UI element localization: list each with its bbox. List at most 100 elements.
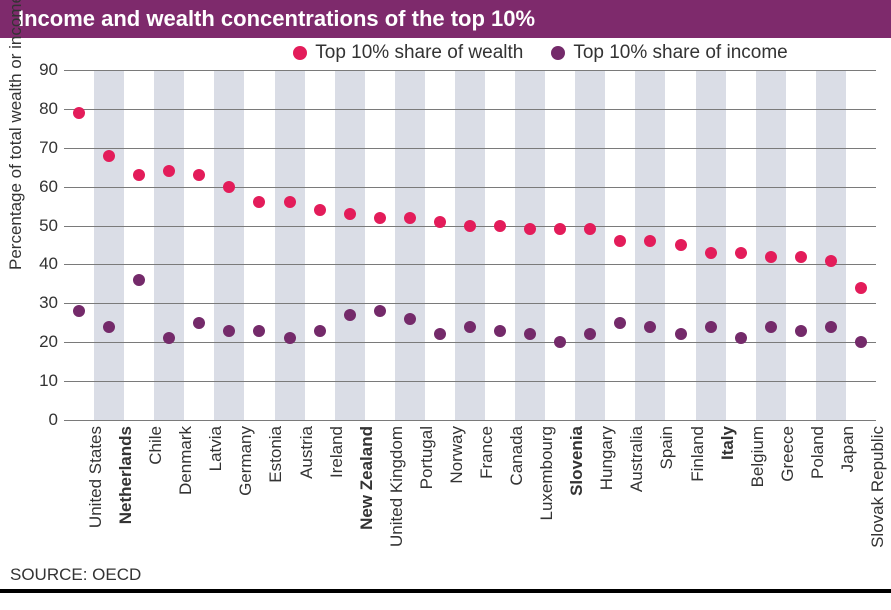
gridline xyxy=(64,342,876,343)
wealth-dot xyxy=(855,282,867,294)
y-tick-label: 70 xyxy=(28,138,58,158)
plot-stripe xyxy=(816,70,846,420)
x-axis-country-label: New Zealand xyxy=(357,426,377,530)
y-tick-label: 80 xyxy=(28,99,58,119)
wealth-dot xyxy=(795,251,807,263)
gridline xyxy=(64,187,876,188)
legend-dot-income xyxy=(551,46,565,60)
income-dot xyxy=(705,321,717,333)
chart-title-bar: Income and wealth concentrations of the … xyxy=(0,0,891,38)
wealth-dot xyxy=(284,196,296,208)
income-dot xyxy=(193,317,205,329)
wealth-dot xyxy=(374,212,386,224)
x-axis-country-label: Norway xyxy=(447,426,467,484)
plot-stripe xyxy=(214,70,244,420)
y-tick-label: 90 xyxy=(28,60,58,80)
plot-background xyxy=(64,70,876,420)
legend: Top 10% share of wealth Top 10% share of… xyxy=(200,42,881,64)
plot-stripe xyxy=(726,70,756,420)
wealth-dot xyxy=(103,150,115,162)
gridline xyxy=(64,264,876,265)
plot-stripe xyxy=(756,70,786,420)
income-dot xyxy=(434,328,446,340)
wealth-dot xyxy=(765,251,777,263)
wealth-dot xyxy=(584,223,596,235)
plot-stripe xyxy=(365,70,395,420)
income-dot xyxy=(675,328,687,340)
wealth-dot xyxy=(735,247,747,259)
x-axis-country-label: Slovak Republic xyxy=(868,426,888,548)
plot-stripe xyxy=(154,70,184,420)
y-tick-label: 10 xyxy=(28,371,58,391)
y-axis-label: Percentage of total wealth or income xyxy=(6,0,26,270)
chart-container: Top 10% share of wealth Top 10% share of… xyxy=(0,40,891,593)
wealth-dot xyxy=(464,220,476,232)
source-text: SOURCE: OECD xyxy=(10,565,141,585)
plot-stripe xyxy=(275,70,305,420)
x-axis-country-label: Luxembourg xyxy=(537,426,557,521)
income-dot xyxy=(314,325,326,337)
income-dot xyxy=(133,274,145,286)
legend-label-wealth: Top 10% share of wealth xyxy=(315,42,523,64)
income-dot xyxy=(524,328,536,340)
x-axis-country-label: Latvia xyxy=(206,426,226,471)
wealth-dot xyxy=(434,216,446,228)
gridline xyxy=(64,148,876,149)
chart-title: Income and wealth concentrations of the … xyxy=(18,6,535,31)
wealth-dot xyxy=(253,196,265,208)
wealth-dot xyxy=(223,181,235,193)
x-axis-country-label: Belgium xyxy=(748,426,768,487)
wealth-dot xyxy=(554,223,566,235)
income-dot xyxy=(163,332,175,344)
x-axis-country-label: France xyxy=(477,426,497,479)
x-axis-country-label: Ireland xyxy=(327,426,347,478)
plot-stripe xyxy=(515,70,545,420)
plot-stripe xyxy=(94,70,124,420)
y-tick-label: 50 xyxy=(28,216,58,236)
x-axis-labels: United StatesNetherlandsChileDenmarkLatv… xyxy=(64,420,876,610)
plot-area: 0102030405060708090 xyxy=(64,70,876,420)
plot-stripe xyxy=(184,70,214,420)
wealth-dot xyxy=(614,235,626,247)
x-axis-country-label: Hungary xyxy=(597,426,617,490)
x-axis-country-label: Poland xyxy=(808,426,828,479)
income-dot xyxy=(644,321,656,333)
income-dot xyxy=(855,336,867,348)
wealth-dot xyxy=(314,204,326,216)
x-axis-country-label: Slovenia xyxy=(567,426,587,496)
income-dot xyxy=(344,309,356,321)
x-axis-country-label: Finland xyxy=(688,426,708,482)
x-axis-country-label: Greece xyxy=(778,426,798,482)
plot-stripe xyxy=(696,70,726,420)
y-tick-label: 40 xyxy=(28,254,58,274)
x-axis-country-label: Netherlands xyxy=(116,426,136,524)
plot-stripe xyxy=(575,70,605,420)
gridline xyxy=(64,303,876,304)
wealth-dot xyxy=(825,255,837,267)
income-dot xyxy=(825,321,837,333)
plot-stripe xyxy=(485,70,515,420)
income-dot xyxy=(494,325,506,337)
income-dot xyxy=(103,321,115,333)
wealth-dot xyxy=(163,165,175,177)
legend-item-wealth: Top 10% share of wealth xyxy=(293,42,523,64)
x-axis-country-label: United States xyxy=(86,426,106,528)
plot-stripe xyxy=(335,70,365,420)
wealth-dot xyxy=(73,107,85,119)
x-axis-country-label: Canada xyxy=(507,426,527,486)
income-dot xyxy=(284,332,296,344)
x-axis-country-label: Italy xyxy=(718,426,738,460)
wealth-dot xyxy=(675,239,687,251)
plot-stripe xyxy=(846,70,876,420)
x-axis-country-label: Germany xyxy=(236,426,256,496)
x-axis-country-label: Spain xyxy=(657,426,677,469)
wealth-dot xyxy=(494,220,506,232)
income-dot xyxy=(374,305,386,317)
income-dot xyxy=(554,336,566,348)
wealth-dot xyxy=(404,212,416,224)
x-axis-country-label: Portugal xyxy=(417,426,437,489)
wealth-dot xyxy=(193,169,205,181)
income-dot xyxy=(253,325,265,337)
income-dot xyxy=(464,321,476,333)
y-tick-label: 30 xyxy=(28,293,58,313)
